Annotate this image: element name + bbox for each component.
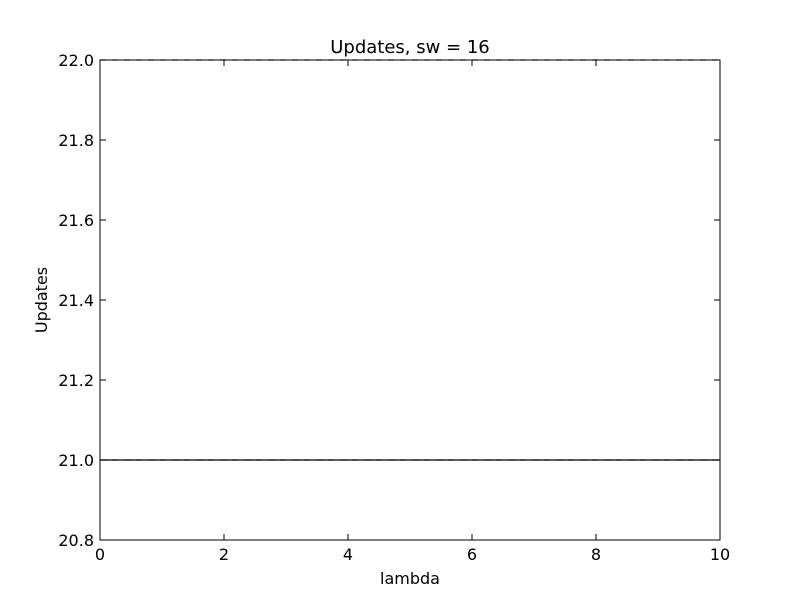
y-axis-label: Updates <box>32 267 51 333</box>
y-tick-label: 21.2 <box>58 371 94 390</box>
y-tick-label: 21.8 <box>58 131 94 150</box>
y-tick-label: 22.0 <box>58 51 94 70</box>
x-tick-label: 10 <box>710 545 730 564</box>
x-tick-label: 4 <box>343 545 353 564</box>
y-tick-label: 21.0 <box>58 451 94 470</box>
y-tick-label: 21.4 <box>58 291 94 310</box>
y-tick-label: 20.8 <box>58 531 94 550</box>
chart-title: Updates, sw = 16 <box>330 37 490 58</box>
x-axis-label: lambda <box>380 569 440 588</box>
ticks-layer: 0 2 4 6 8 10 20.8 21.0 21.2 21.4 21.6 21.8 22.0 <box>58 51 730 564</box>
x-tick-label: 6 <box>467 545 477 564</box>
x-tick-label: 0 <box>95 545 105 564</box>
x-tick-label: 8 <box>591 545 601 564</box>
y-tick-label: 21.6 <box>58 211 94 230</box>
x-tick-label: 2 <box>219 545 229 564</box>
plot-frame <box>99 59 721 541</box>
